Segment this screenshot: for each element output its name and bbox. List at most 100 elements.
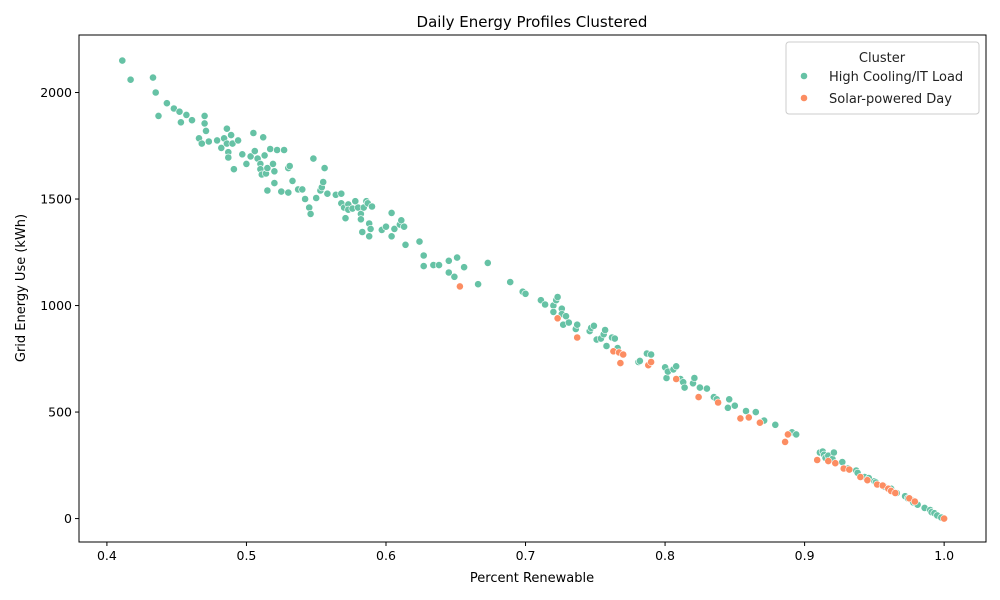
data-point-high-cooling-7	[175, 107, 184, 116]
data-point-high-cooling-94	[415, 237, 424, 246]
data-point-high-cooling-155	[751, 408, 760, 416]
data-point-high-cooling-5	[162, 99, 171, 108]
data-point-high-cooling-31	[249, 129, 258, 137]
x-tick-label: 0.7	[516, 548, 536, 563]
data-point-high-cooling-87	[387, 208, 396, 217]
data-point-high-cooling-40	[263, 186, 272, 195]
data-point-high-cooling-101	[450, 272, 459, 281]
data-point-high-cooling-59	[312, 194, 321, 202]
data-point-high-cooling-58	[309, 154, 318, 163]
data-point-solar-2	[573, 333, 582, 342]
data-point-high-cooling-151	[724, 403, 732, 412]
y-tick-label: 1000	[40, 298, 72, 313]
data-point-solar-17	[813, 456, 822, 464]
x-tick-label: 0.8	[655, 548, 675, 563]
data-point-high-cooling-96	[419, 262, 428, 270]
data-point-high-cooling-83	[366, 224, 375, 233]
data-point-high-cooling-77	[358, 228, 367, 236]
data-point-high-cooling-47	[277, 187, 286, 196]
y-tick-label: 2000	[40, 85, 72, 100]
data-point-high-cooling-124	[590, 321, 598, 330]
data-point-high-cooling-17	[213, 136, 221, 145]
data-point-high-cooling-159	[792, 430, 801, 439]
points-layer	[118, 56, 948, 523]
x-tick-label: 0.9	[795, 548, 815, 563]
data-point-high-cooling-91	[397, 216, 406, 225]
data-point-high-cooling-62	[319, 178, 328, 186]
data-point-solar-22	[856, 473, 865, 481]
data-point-high-cooling-98	[435, 261, 443, 269]
data-point-solar-5	[616, 359, 625, 367]
data-point-solar-8	[647, 358, 655, 366]
data-point-high-cooling-152	[725, 395, 734, 404]
data-point-high-cooling-12	[197, 139, 206, 148]
data-point-high-cooling-106	[506, 278, 515, 286]
legend-title: Cluster	[859, 51, 906, 66]
legend: Cluster High Cooling/IT Load Solar-power…	[785, 41, 980, 115]
data-point-solar-0	[455, 282, 464, 291]
data-point-high-cooling-114	[553, 293, 562, 301]
data-point-high-cooling-20	[222, 124, 231, 133]
data-point-high-cooling-10	[188, 116, 196, 125]
data-point-high-cooling-48	[280, 146, 288, 154]
y-tick-label: 1500	[40, 192, 72, 207]
y-axis: 0 500 1000 1500 2000	[40, 85, 79, 526]
data-point-solar-30	[910, 497, 919, 506]
data-point-high-cooling-166	[830, 448, 838, 457]
data-point-high-cooling-41	[263, 164, 272, 172]
data-point-high-cooling-1	[126, 75, 135, 84]
data-point-high-cooling-52	[288, 176, 297, 185]
data-point-high-cooling-44	[270, 167, 279, 176]
data-point-high-cooling-76	[356, 215, 365, 224]
data-point-high-cooling-24	[227, 131, 235, 139]
data-point-high-cooling-30	[246, 152, 255, 161]
data-point-high-cooling-108	[521, 289, 530, 298]
data-point-high-cooling-66	[337, 189, 346, 198]
data-point-high-cooling-153	[730, 401, 739, 410]
data-point-high-cooling-64	[323, 189, 332, 198]
data-point-high-cooling-13	[200, 112, 209, 120]
data-point-high-cooling-99	[444, 256, 453, 265]
data-point-high-cooling-102	[453, 253, 461, 262]
data-point-high-cooling-128	[601, 326, 609, 334]
data-point-high-cooling-37	[259, 133, 268, 142]
data-point-high-cooling-16	[204, 137, 213, 146]
data-point-high-cooling-38	[260, 151, 269, 160]
data-point-solar-9	[672, 375, 681, 383]
data-point-high-cooling-93	[401, 240, 410, 249]
x-tick-label: 0.6	[376, 548, 396, 563]
data-point-solar-18	[824, 457, 833, 465]
data-point-high-cooling-69	[341, 214, 350, 223]
data-point-high-cooling-146	[690, 374, 699, 382]
data-point-solar-16	[784, 430, 792, 439]
x-axis: 0.4 0.5 0.6 0.7 0.8 0.9 1.0	[97, 542, 954, 563]
data-point-high-cooling-23	[224, 153, 233, 162]
data-point-high-cooling-92	[400, 222, 408, 231]
data-point-high-cooling-55	[301, 195, 309, 203]
data-point-high-cooling-0	[118, 56, 127, 65]
data-point-high-cooling-134	[636, 356, 644, 365]
y-tick-label: 500	[48, 405, 72, 420]
chart-title: Daily Energy Profiles Clustered	[417, 13, 648, 31]
data-point-high-cooling-103	[460, 263, 468, 272]
data-point-high-cooling-95	[419, 251, 428, 260]
data-point-solar-28	[891, 489, 900, 497]
data-point-high-cooling-18	[217, 143, 226, 152]
data-point-high-cooling-28	[238, 150, 247, 159]
data-point-high-cooling-141	[672, 362, 681, 371]
data-point-solar-14	[756, 418, 764, 427]
data-point-high-cooling-119	[564, 318, 573, 327]
data-point-high-cooling-89	[390, 224, 399, 233]
data-point-high-cooling-73	[351, 197, 360, 206]
data-point-high-cooling-9	[182, 111, 191, 119]
data-point-high-cooling-14	[200, 119, 209, 128]
data-point-high-cooling-15	[202, 126, 210, 135]
x-tick-label: 1.0	[934, 548, 954, 563]
y-axis-label: Grid Energy Use (kWh)	[14, 214, 29, 362]
legend-label-high-cooling: High Cooling/IT Load	[829, 70, 963, 85]
legend-box	[785, 41, 980, 115]
data-point-high-cooling-29	[242, 159, 251, 168]
data-point-solar-6	[619, 350, 628, 359]
data-point-high-cooling-129	[602, 342, 611, 350]
